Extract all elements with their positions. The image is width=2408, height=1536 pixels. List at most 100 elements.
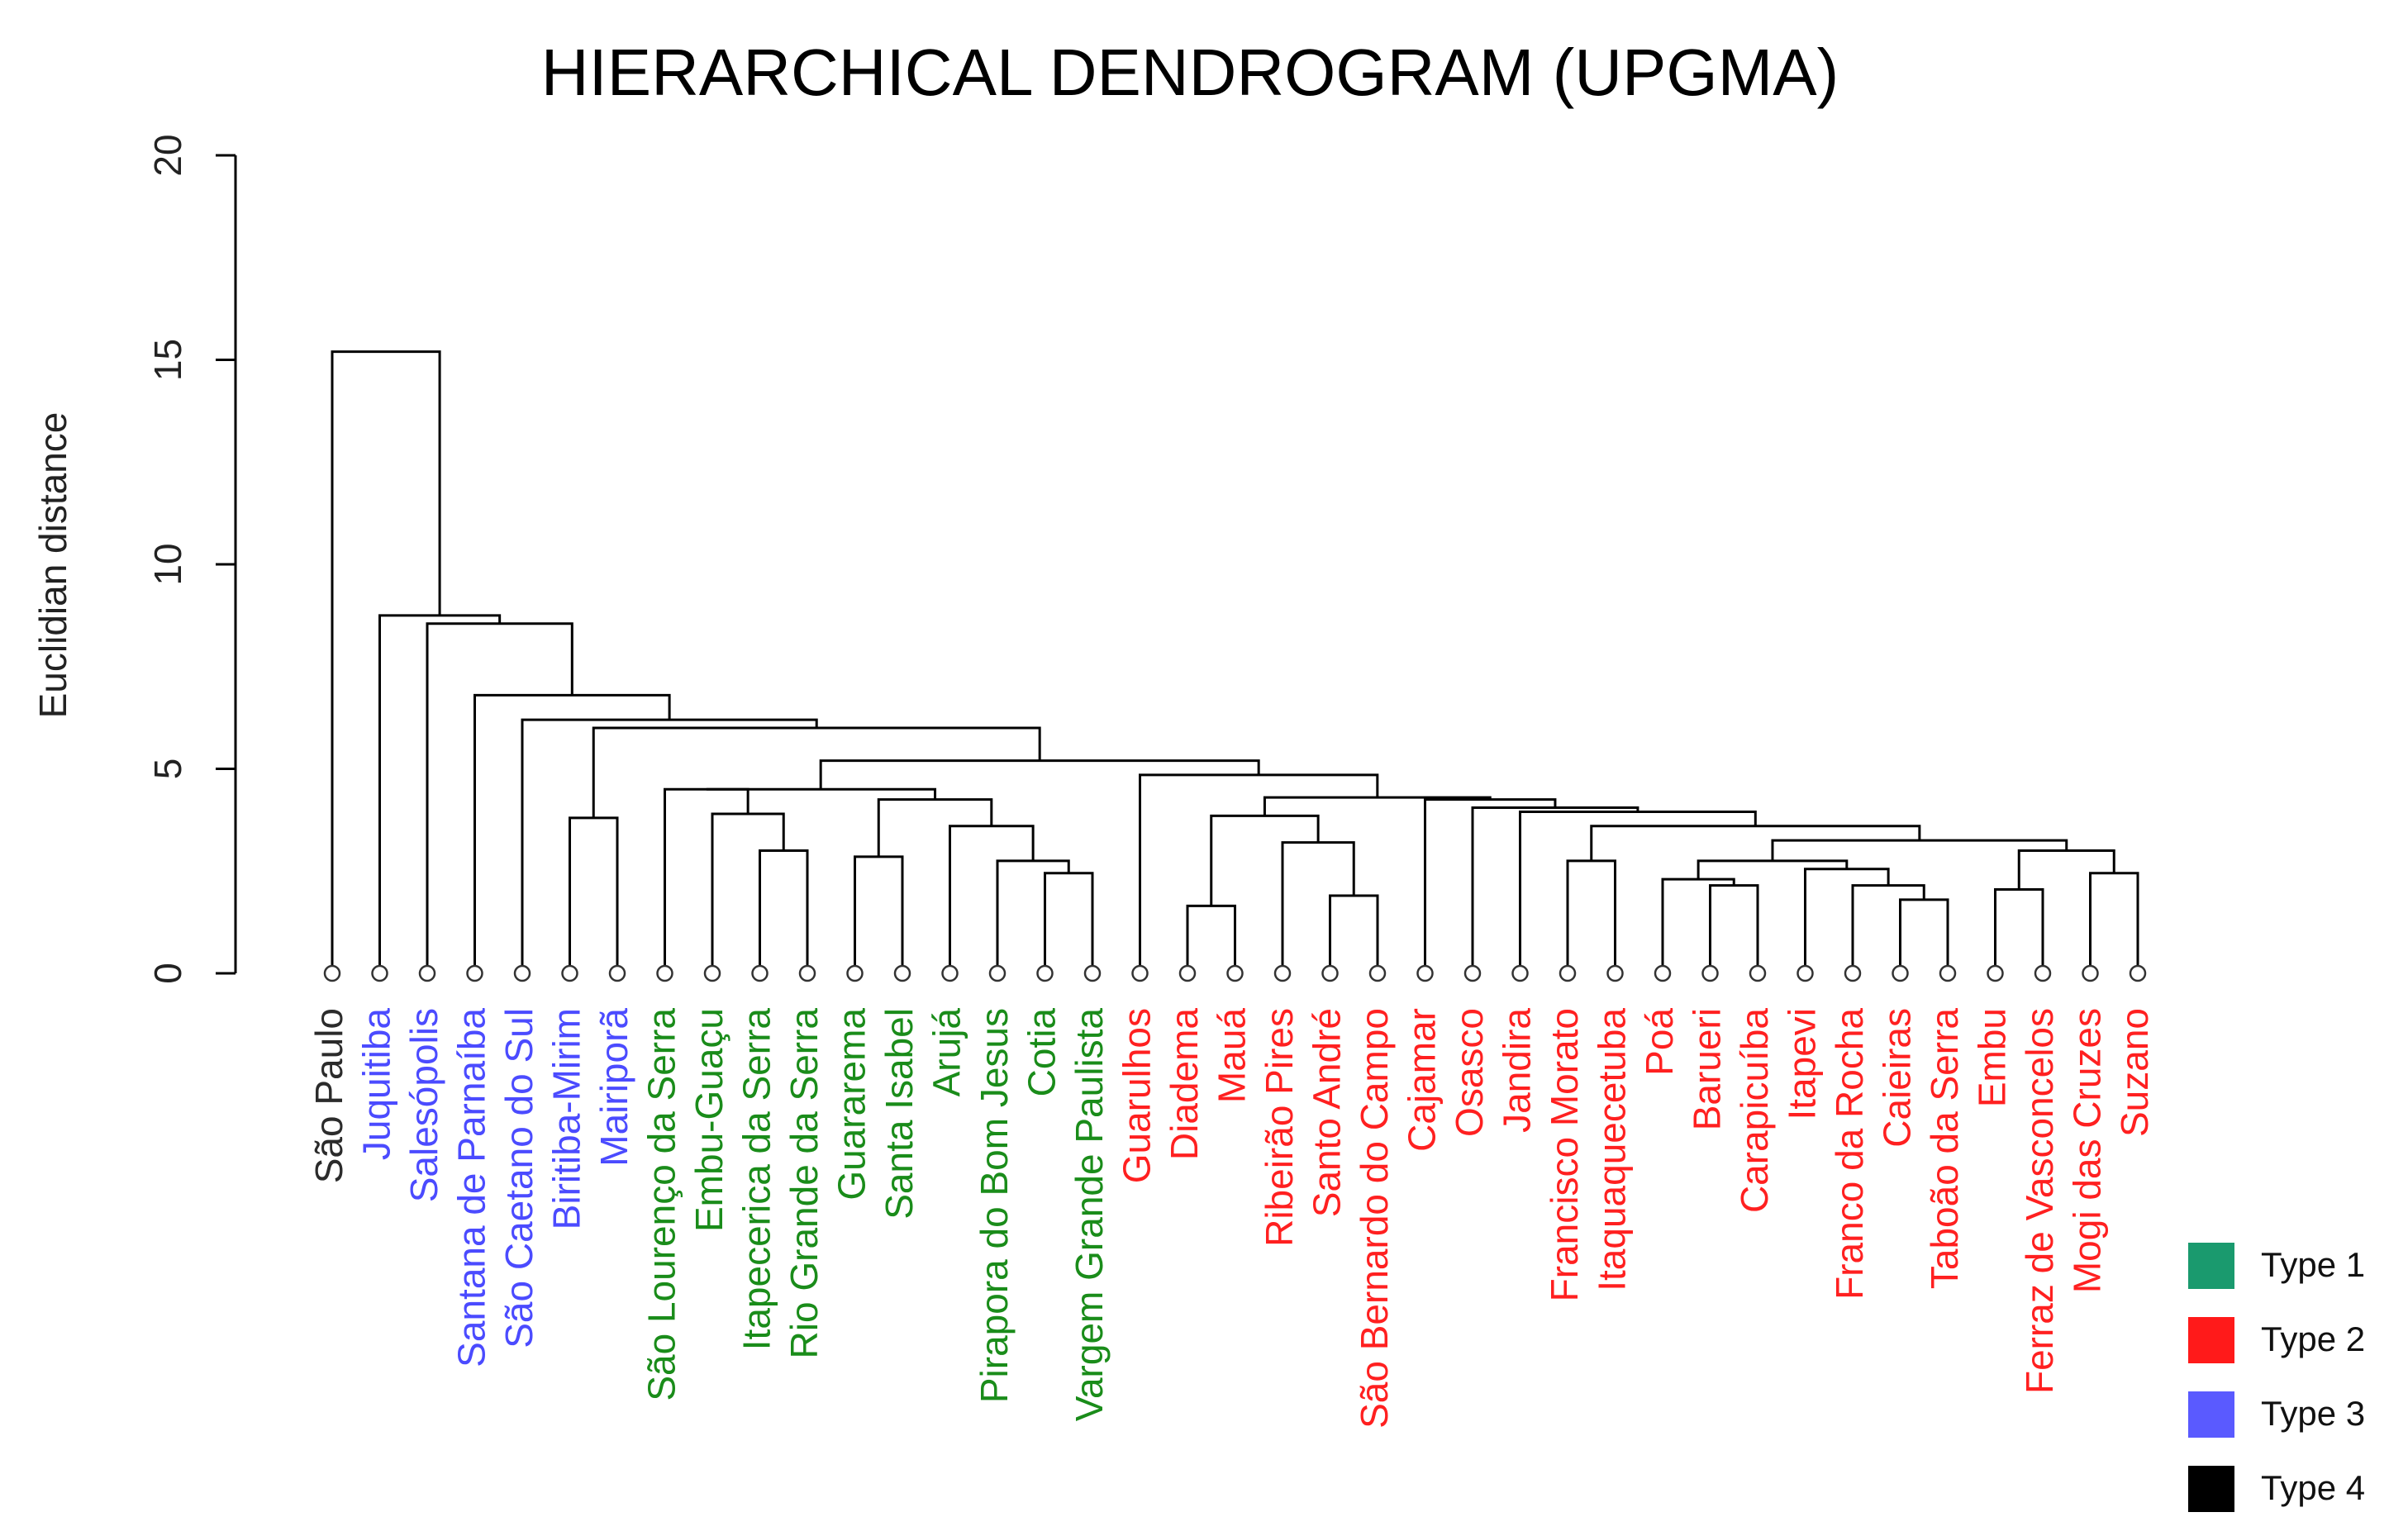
dendrogram-branch	[1424, 798, 1557, 973]
leaf-label: Itapecerica da Serra	[735, 1008, 778, 1351]
dendrogram-branch	[2017, 849, 2115, 890]
leaf-marker	[1368, 964, 1387, 982]
leaf-label: Itapevi	[1781, 1008, 1824, 1120]
legend-swatch	[2188, 1317, 2234, 1363]
leaf-label: São Caetano do Sul	[497, 1008, 540, 1348]
dendrogram-branch	[1519, 810, 1757, 973]
leaf-marker	[1844, 964, 1862, 982]
dendrogram-branch	[331, 350, 441, 973]
leaf-marker	[371, 964, 388, 982]
legend-swatch	[2188, 1466, 2234, 1512]
leaf-label: Itaquaquecetuba	[1591, 1008, 1634, 1291]
chart-title: HIERARCHICAL DENDROGRAM (UPGMA)	[541, 36, 1839, 109]
dendrogram-branch	[706, 787, 937, 800]
leaf-label: Vargem Grande Paulista	[1068, 1008, 1111, 1422]
dendrogram-branch	[1899, 898, 1949, 973]
leaf-marker	[656, 964, 673, 982]
legend-label: Type 1	[2261, 1245, 2365, 1284]
leaf-marker	[1321, 964, 1339, 982]
leaf-marker	[2034, 964, 2052, 982]
leaf-label: Cotia	[1021, 1008, 1064, 1097]
leaf-marker	[1606, 964, 1624, 982]
dendrogram-branch	[2089, 872, 2139, 973]
leaf-label: Embu	[1971, 1008, 2014, 1107]
leaf-label: Ferraz de Vasconcelos	[2018, 1008, 2061, 1394]
dendrogram-branch	[711, 812, 785, 973]
leaf-marker	[1463, 964, 1482, 982]
dendrogram-branch	[664, 787, 750, 973]
leaf-label: Salesópolis	[402, 1008, 445, 1202]
leaf-label: Guararema	[830, 1008, 873, 1201]
legend: Type 1 Type 2 Type 3 Type 4	[2188, 1243, 2365, 1512]
y-axis-label: Euclidian distance	[31, 412, 74, 719]
legend-swatch	[2188, 1243, 2234, 1289]
leaf-label: Jandira	[1496, 1008, 1539, 1133]
dendrogram-branch	[1281, 841, 1355, 973]
leaf-marker	[1654, 964, 1672, 982]
leaf-label: Taboão da Serra	[1923, 1008, 1966, 1290]
dendrogram-leaves: São Paulo Juquitiba Salesópolis Santana de …	[307, 964, 2156, 1429]
leaf-label: Francisco Morato	[1543, 1008, 1586, 1301]
y-tick-label: 10	[146, 543, 189, 585]
leaf-marker	[941, 964, 959, 982]
dendrogram-branch	[1139, 773, 1379, 973]
leaf-marker	[2082, 964, 2099, 982]
leaf-label: Santa Isabel	[878, 1008, 921, 1220]
leaf-label: Carapicuíba	[1733, 1008, 1776, 1213]
dendrogram-branch	[378, 614, 502, 973]
dendrogram-branch	[759, 849, 809, 973]
leaf-label: Juquitiba	[355, 1008, 398, 1161]
leaf-marker	[751, 964, 769, 982]
dendrogram-branch	[1471, 806, 1639, 973]
leaf-marker	[466, 964, 483, 982]
dendrogram-branch	[1771, 839, 2068, 861]
dendrogram-branch	[949, 825, 1035, 973]
leaf-label: Osasco	[1448, 1008, 1491, 1137]
dendrogram-branch	[1210, 814, 1320, 906]
legend-swatch	[2188, 1391, 2234, 1438]
leaf-label: São Bernardo do Campo	[1353, 1008, 1396, 1429]
leaf-marker	[1226, 964, 1244, 982]
leaf-marker	[418, 964, 436, 982]
dendrogram-branch	[1044, 872, 1094, 973]
legend-label: Type 3	[2261, 1394, 2365, 1433]
y-tick-label: 15	[146, 339, 189, 381]
dendrogram-branch	[1186, 904, 1236, 973]
leaf-marker	[1939, 964, 1957, 982]
leaf-label: Arujá	[926, 1008, 968, 1097]
y-tick-label: 0	[146, 963, 189, 984]
leaf-label: Suzano	[2113, 1008, 2156, 1137]
leaf-label: Caieiras	[1876, 1008, 1919, 1148]
dendrogram-branch	[877, 798, 993, 857]
dendrogram-branch	[854, 855, 904, 973]
leaf-label: Embu-Guaçu	[688, 1008, 730, 1232]
legend-label: Type 4	[2261, 1468, 2365, 1507]
y-tick-label: 20	[146, 134, 189, 176]
leaf-marker	[323, 964, 341, 982]
dendrogram-branch	[521, 718, 818, 973]
dendrogram-branch	[1804, 868, 1890, 973]
leaf-marker	[798, 964, 816, 982]
dendrogram-branches	[331, 350, 2139, 973]
leaf-marker	[1511, 964, 1529, 982]
leaf-marker	[1701, 964, 1719, 982]
leaf-marker	[1273, 964, 1292, 982]
leaf-marker	[561, 964, 578, 982]
dendrogram-branch	[569, 816, 619, 973]
leaf-marker	[1416, 964, 1434, 982]
leaf-label: Franco da Rocha	[1828, 1008, 1871, 1300]
leaf-marker	[1559, 964, 1577, 982]
y-axis: 0 5 10 15 20	[146, 134, 237, 984]
leaf-marker	[513, 964, 531, 982]
leaf-label: Santo André	[1306, 1008, 1349, 1217]
leaf-marker	[1987, 964, 2004, 982]
leaf-label: Pirapora do Bom Jesus	[973, 1008, 1016, 1403]
leaf-label: Rio Grande da Serra	[783, 1008, 826, 1359]
leaf-marker	[2129, 964, 2147, 982]
leaf-marker	[1178, 964, 1197, 982]
leaf-label: Mauá	[1211, 1008, 1254, 1103]
leaf-label: Cajamar	[1401, 1008, 1444, 1152]
dendrogram-branch	[474, 693, 671, 973]
y-tick-label: 5	[146, 758, 189, 780]
